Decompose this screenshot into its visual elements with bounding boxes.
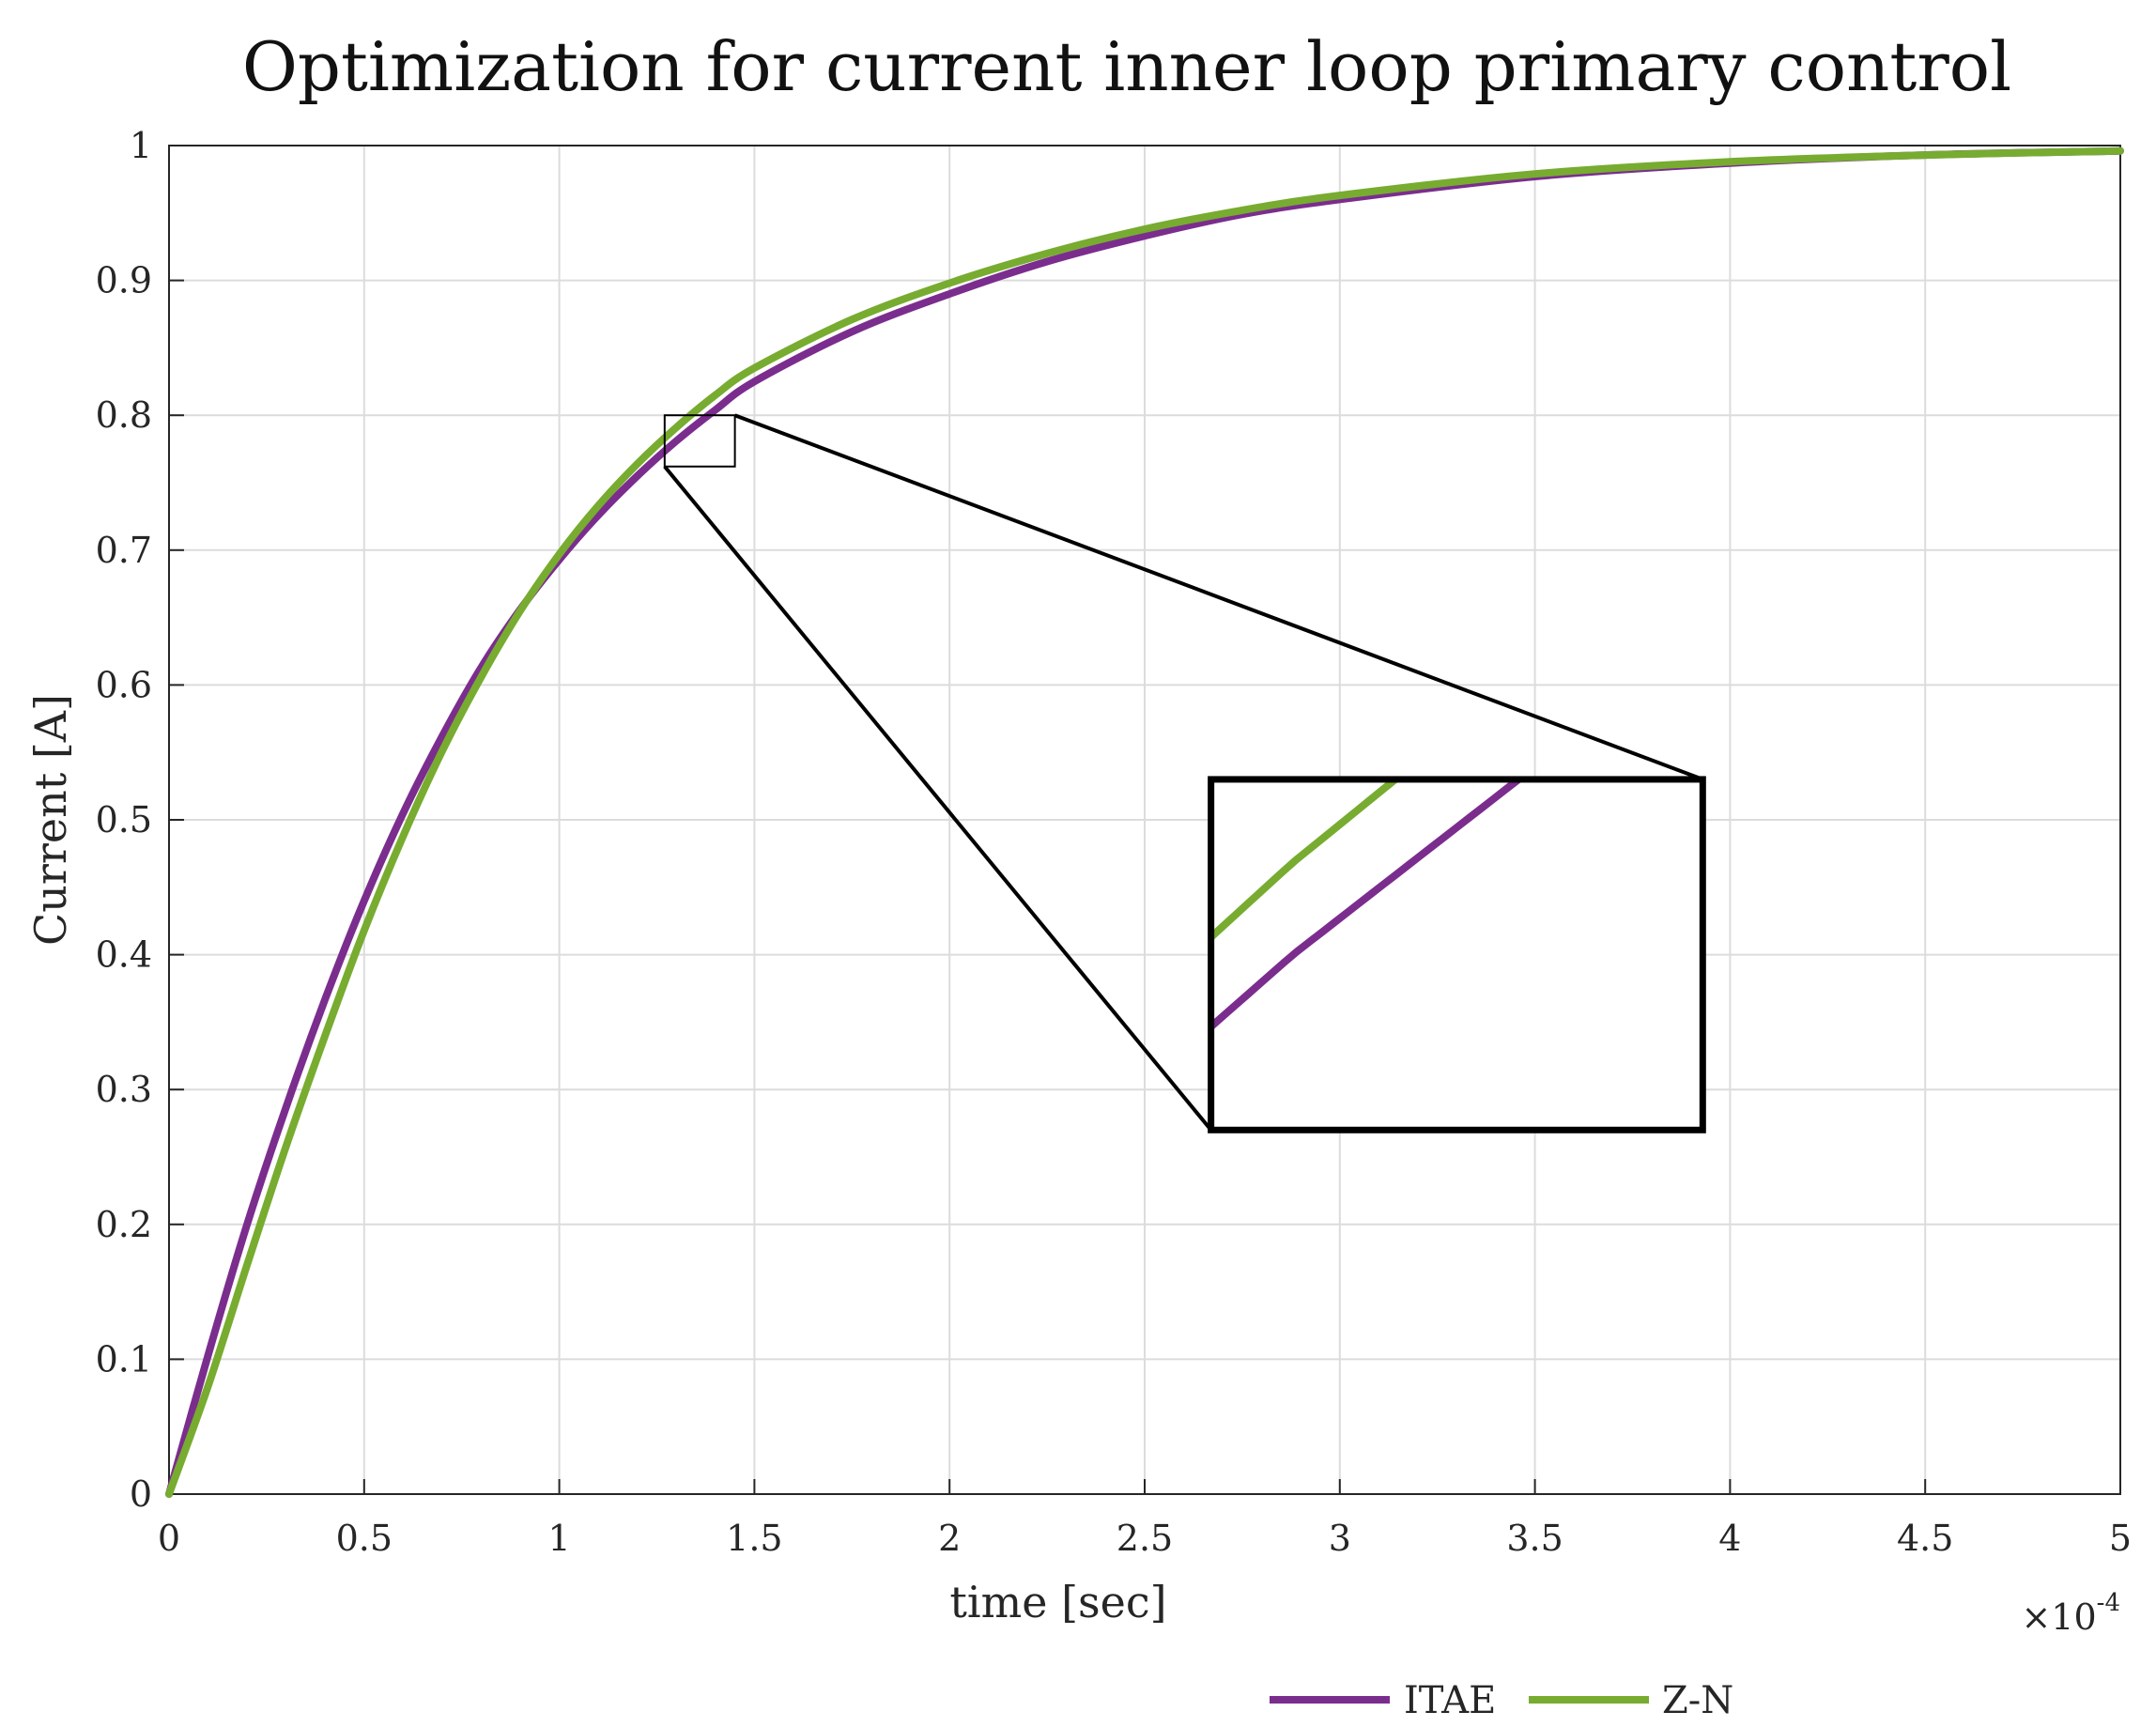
y-tick-label: 0.9: [96, 260, 152, 301]
zoom-inset-plot: [1210, 779, 1703, 1131]
x-exponent-base: ×10: [2021, 1596, 2096, 1638]
y-tick-label: 0.1: [96, 1338, 152, 1380]
y-tick-label: 0.7: [96, 530, 152, 571]
zoom-connector-bottom: [663, 465, 1213, 1132]
chart-title: Optimization for current inner loop prim…: [242, 27, 2011, 106]
x-tick-label: 1: [548, 1518, 571, 1559]
legend-label-zn: Z-N: [1662, 1679, 1733, 1722]
x-tick-label: 4.5: [1897, 1518, 1953, 1559]
x-tick-label: 4: [1718, 1518, 1741, 1559]
y-tick-label: 0.3: [96, 1069, 152, 1110]
x-tick-label: 0.5: [336, 1518, 393, 1559]
zoom-inset-frame: [1208, 776, 1706, 1133]
x-tick-label: 1.5: [726, 1518, 782, 1559]
y-tick-labels: 0 0.1 0.2 0.3 0.4 0.5 0.6 0.7 0.8 0.9 1: [96, 125, 152, 1515]
zoom-connector-top: [733, 413, 1704, 781]
legend-label-itae: ITAE: [1404, 1679, 1496, 1722]
y-tick-label: 0: [130, 1473, 152, 1515]
grid-lines: [169, 146, 2120, 1494]
series-layer: [165, 146, 2124, 1498]
y-axis-label: Current [A]: [25, 694, 76, 946]
x-exponent-power: -4: [2097, 1589, 2120, 1617]
series-line-z-n: [165, 146, 2124, 1498]
x-tick-label: 2.5: [1116, 1518, 1173, 1559]
x-axis-exponent: ×10-4: [2021, 1589, 2120, 1638]
x-tick-label: 5: [2109, 1518, 2132, 1559]
y-tick-label: 0.5: [96, 799, 152, 840]
inset-series-line-itae: [1210, 779, 1525, 1030]
x-tick-labels: 0 0.5 1 1.5 2 2.5 3 3.5 4 4.5 5: [158, 1518, 2132, 1559]
y-tick-label: 0.8: [96, 394, 152, 436]
y-tick-label: 0.2: [96, 1204, 152, 1245]
x-tick-label: 3: [1329, 1518, 1351, 1559]
y-tick-label: 0.4: [96, 934, 152, 976]
x-tick-label: 2: [938, 1518, 961, 1559]
x-tick-label: 0: [158, 1518, 180, 1559]
y-tick-label: 1: [130, 125, 152, 166]
x-tick-label: 3.5: [1506, 1518, 1563, 1559]
legend: ITAE Z-N: [1270, 1679, 1733, 1722]
inset-series-line-z-n: [1210, 779, 1402, 940]
zoom-source-box: [663, 414, 736, 468]
x-axis-label: time [sec]: [949, 1577, 1166, 1627]
y-tick-label: 0.6: [96, 664, 152, 705]
zoom-inset: [663, 413, 1706, 1133]
